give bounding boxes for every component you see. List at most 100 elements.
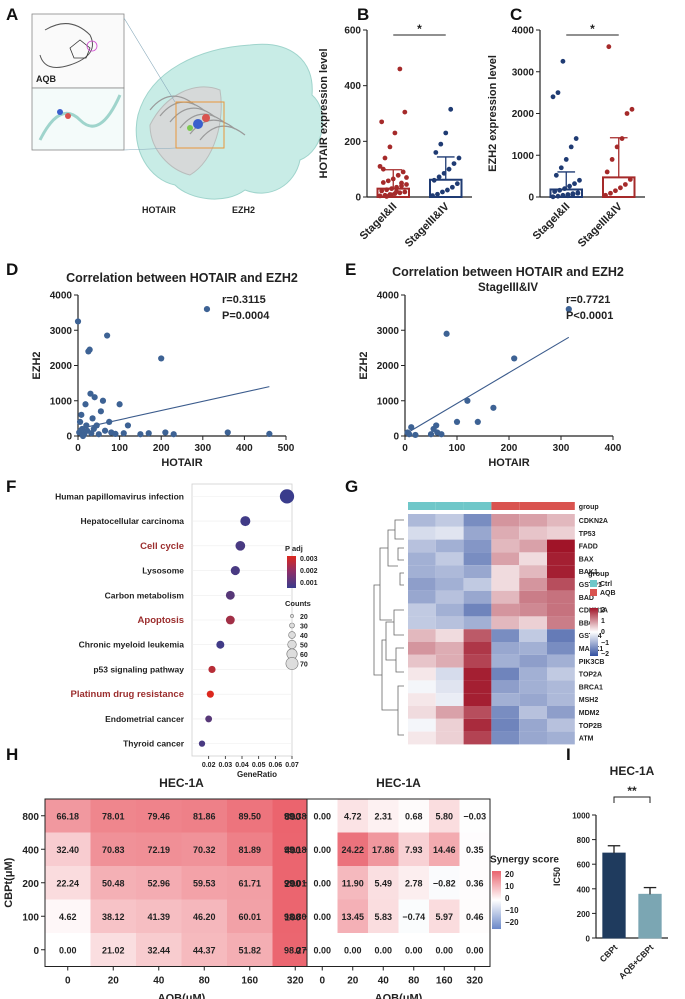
heatmap-cell: [429, 866, 460, 900]
legend-tick: −10: [505, 906, 519, 915]
heatmap-cell: [491, 565, 520, 578]
heatmap-cell: [307, 799, 338, 833]
heatmap-cell: [547, 629, 575, 642]
heatmap-cell: [435, 706, 464, 719]
cell-value: 51.82: [238, 945, 261, 955]
heatmap-cell: [519, 603, 547, 617]
rna-strand: [169, 107, 216, 123]
group-bar: [435, 502, 464, 510]
x-tick-label: 0.05: [252, 762, 266, 769]
cell-value: 5.49: [374, 878, 392, 888]
x-axis-label: AQB(μM): [158, 993, 206, 999]
heatmap-cell: [45, 866, 91, 900]
cell-value: 98.80: [284, 912, 307, 922]
trend-line: [404, 336, 570, 435]
x-tick-label: 0.06: [269, 762, 283, 769]
heatmap-cell: [435, 590, 464, 604]
legend-tick: −20: [505, 918, 519, 927]
rna-strand: [199, 125, 246, 141]
legend-count-label: 70: [300, 662, 308, 669]
data-point: [568, 144, 574, 150]
data-point: [553, 172, 559, 178]
gene-label: MSH2: [579, 697, 599, 704]
heatmap-cell: [519, 731, 547, 745]
data-point: [573, 136, 579, 141]
gene-label: TOP2A: [579, 672, 602, 679]
cell-value: 0.36: [466, 878, 484, 888]
data-point: [392, 130, 398, 136]
heatmap-cell: [463, 603, 492, 617]
data-point: [87, 390, 94, 397]
chart-title: Correlation between HOTAIR and EZH2: [392, 265, 624, 279]
heatmap-cell: [519, 526, 547, 540]
data-point: [438, 141, 444, 147]
heatmap-cell: [136, 933, 182, 967]
group-bar: [519, 502, 547, 510]
y-tick-label: 0: [586, 935, 591, 944]
heatmap-cell: [398, 799, 429, 833]
cell-value: 21.02: [102, 945, 125, 955]
heatmap-cell: [181, 866, 227, 900]
data-point: [377, 193, 383, 199]
legend-group-swatch: [590, 580, 597, 587]
heatmap-cell: [463, 629, 492, 642]
annotation-p: P<0.0001: [566, 310, 613, 322]
data-point: [377, 163, 383, 169]
y-tick-label: 1000: [50, 396, 73, 407]
legend-tick: 20: [505, 870, 514, 879]
cell-value: 0.00: [344, 945, 362, 955]
term-dot: [198, 740, 206, 747]
heatmap-cell: [463, 680, 492, 694]
category-label: StageIII&IV: [403, 200, 453, 250]
y-tick-label: 3000: [512, 67, 535, 78]
heatmap-cell: [491, 578, 520, 591]
gene-label: TOP2B: [579, 723, 602, 730]
cell-value: 0.00: [313, 945, 331, 955]
heatmap-cell: [398, 899, 429, 933]
y-tick-label: 0: [33, 946, 39, 957]
legend-padj-tick: 0.001: [300, 580, 318, 587]
data-point: [565, 306, 572, 313]
ezh2-label: EZH2: [232, 205, 255, 215]
y-tick-label: 200: [577, 910, 591, 919]
panel-label-c: C: [510, 5, 522, 24]
data-point: [74, 318, 82, 325]
heatmap-cell: [547, 680, 575, 694]
panel-label-f: F: [6, 477, 16, 496]
heatmap-cell: [429, 832, 460, 866]
y-tick-label: 1000: [512, 151, 535, 162]
heatmap-cell: [337, 832, 368, 866]
cell-value: 61.71: [238, 878, 261, 888]
gene-label: PIK3CB: [579, 659, 605, 666]
heatmap-cell: [463, 552, 492, 566]
heatmap-cell: [408, 731, 436, 745]
x-tick-label: 400: [236, 443, 253, 454]
heatmap-cell: [491, 731, 520, 745]
chart-f: Human papillomavirus infection Hepatocell…: [55, 483, 318, 779]
data-point: [404, 182, 409, 187]
data-point: [622, 182, 628, 187]
y-tick-label: 600: [344, 26, 361, 37]
gene-label: TP53: [579, 531, 596, 538]
y-tick-label: 3000: [50, 326, 73, 337]
x-tick-label: 100: [449, 443, 466, 454]
heatmap-cell: [337, 799, 368, 833]
ligand-atom: [187, 125, 193, 131]
heatmap-cell: [307, 899, 338, 933]
heatmap-cell: [435, 642, 464, 655]
data-point: [266, 430, 273, 437]
heatmap-cell: [368, 799, 399, 833]
heatmap-cell: [547, 616, 575, 630]
chart-title: HEC-1A: [376, 776, 421, 790]
heatmap-cell: [181, 899, 227, 933]
heatmap-cell: [408, 616, 436, 630]
cell-value: −0.82: [433, 878, 456, 888]
cell-value: 78.01: [102, 811, 125, 821]
heatmap-cell: [435, 514, 464, 527]
data-point: [433, 150, 439, 155]
aqb-highlight: [86, 40, 98, 52]
cell-value: 0.00: [405, 945, 423, 955]
chart-title: HEC-1A: [159, 776, 204, 790]
data-point: [399, 180, 404, 186]
